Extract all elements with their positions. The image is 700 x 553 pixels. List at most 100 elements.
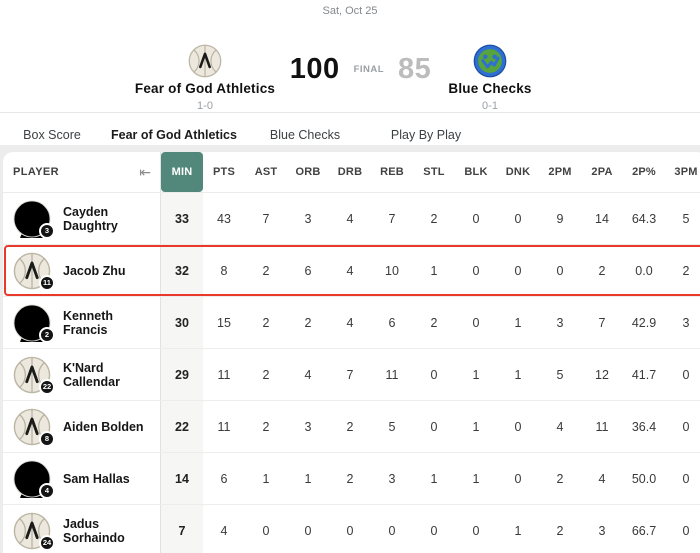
player-header-label: PLAYER [13, 166, 60, 178]
stat-cell: 6 [388, 315, 396, 330]
stat-cell: 2 [682, 263, 690, 278]
player-name[interactable]: Jadus Sorhaindo [63, 516, 125, 545]
blue-checks-logo-icon [473, 44, 507, 78]
column-header-blk[interactable]: BLK [464, 166, 488, 178]
stat-cell: 2 [262, 367, 270, 382]
stat-cell: 7 [388, 211, 396, 226]
tab-box-score[interactable]: Box Score [23, 128, 81, 142]
table-row-highlighted[interactable]: 11 Jacob Zhu 32 8 2 6 4 10 1 0 0 0 2 0.0… [3, 245, 700, 297]
stat-cell-min: 7 [161, 505, 203, 553]
stat-cell: 0 [682, 367, 690, 382]
player-avatar: 8 [13, 407, 55, 447]
stat-cell: 8 [220, 263, 228, 278]
stat-cell: 1 [472, 367, 480, 382]
stat-cell: 1 [472, 471, 480, 486]
stat-cell: 0 [430, 523, 438, 538]
stat-cell: 0 [556, 263, 564, 278]
column-header-pts[interactable]: PTS [213, 166, 235, 178]
stat-cell: 15 [217, 315, 231, 330]
player-name[interactable]: Aiden Bolden [63, 419, 144, 434]
player-avatar: 22 [13, 355, 55, 395]
player-avatar: 3 [13, 199, 55, 239]
table-row[interactable]: 3 Cayden Daughtry 33 43 7 3 4 7 2 0 0 9 … [3, 193, 700, 245]
game-status: FINAL [353, 64, 385, 75]
tab-blue-checks[interactable]: Blue Checks [269, 128, 341, 142]
stat-cell: 10 [385, 263, 399, 278]
team-home[interactable]: Fear of God Athletics 1-0 [105, 44, 305, 112]
stat-cell: 66.7 [631, 523, 657, 538]
jersey-number-badge: 11 [39, 274, 55, 291]
stat-cell: 0 [514, 263, 522, 278]
column-header-drb[interactable]: DRB [337, 166, 363, 178]
column-header-reb[interactable]: REB [380, 166, 404, 178]
stat-cell: 0 [472, 211, 480, 226]
column-header-orb[interactable]: ORB [295, 166, 321, 178]
stat-cell: 1 [514, 367, 522, 382]
column-header-2pm[interactable]: 2PM [548, 166, 572, 178]
table-row[interactable]: 2 Kenneth Francis 30 15 2 2 4 6 2 0 1 3 … [3, 297, 700, 349]
stat-cell-min: 32 [161, 245, 203, 296]
column-header-stl[interactable]: STL [423, 166, 445, 178]
player-name[interactable]: K'Nard Callendar [63, 360, 120, 389]
game-date: Sat, Oct 25 [322, 5, 378, 17]
stat-cell: 3 [682, 315, 690, 330]
collapse-column-icon[interactable]: ⇤ [139, 164, 151, 180]
player-name[interactable]: Jacob Zhu [63, 263, 126, 278]
player-name[interactable]: Cayden Daughtry [63, 204, 118, 233]
stat-cell: 43 [217, 211, 231, 226]
table-row[interactable]: 22 K'Nard Callendar 29 11 2 4 7 11 0 1 1… [3, 349, 700, 401]
player-cell: 2 Kenneth Francis [3, 297, 161, 348]
stat-cell: 6 [304, 263, 312, 278]
stat-cell: 0 [682, 471, 690, 486]
stat-cell: 14 [595, 211, 609, 226]
box-score-table: PLAYER ⇤ MIN PTS AST ORB DRB REB STL BLK… [3, 152, 700, 553]
table-row[interactable]: 24 Jadus Sorhaindo 7 4 0 0 0 0 0 0 1 2 3… [3, 505, 700, 553]
jersey-number-badge: 3 [39, 222, 55, 239]
team-away[interactable]: Blue Checks 0-1 [400, 44, 580, 112]
jersey-number-badge: 22 [39, 378, 55, 395]
player-name[interactable]: Kenneth Francis [63, 308, 113, 337]
stat-cell: 3 [304, 211, 312, 226]
player-cell: 8 Aiden Bolden [3, 401, 161, 452]
player-cell: 3 Cayden Daughtry [3, 193, 161, 244]
stat-cell-min: 29 [161, 349, 203, 400]
content-area: PLAYER ⇤ MIN PTS AST ORB DRB REB STL BLK… [0, 145, 700, 553]
player-avatar: 24 [13, 511, 55, 551]
stat-cell: 2 [262, 315, 270, 330]
player-avatar: 11 [13, 251, 55, 291]
column-header-2ppct[interactable]: 2P% [632, 166, 656, 178]
home-score: 100 [289, 53, 340, 85]
stat-cell: 4 [346, 315, 354, 330]
player-name[interactable]: Sam Hallas [63, 471, 130, 486]
stat-cell: 1 [514, 315, 522, 330]
table-row[interactable]: 4 Sam Hallas 14 6 1 1 2 3 1 1 0 2 4 50.0… [3, 453, 700, 505]
column-header-2pa[interactable]: 2PA [591, 166, 613, 178]
player-cell: 4 Sam Hallas [3, 453, 161, 504]
stat-cell: 7 [346, 367, 354, 382]
stat-cell: 5 [682, 211, 690, 226]
stat-cell: 36.4 [631, 419, 657, 434]
jersey-number-badge: 8 [39, 430, 55, 447]
stat-cell: 1 [430, 263, 438, 278]
stat-cell: 1 [472, 419, 480, 434]
stat-cell: 7 [262, 211, 270, 226]
tab-play-by-play[interactable]: Play By Play [390, 128, 462, 142]
player-cell: 22 K'Nard Callendar [3, 349, 161, 400]
column-header-dnk[interactable]: DNK [505, 166, 531, 178]
stat-cell: 11 [217, 367, 231, 382]
stat-cell: 2 [346, 419, 354, 434]
jersey-number-badge: 4 [39, 482, 55, 499]
column-header-ast[interactable]: AST [254, 166, 278, 178]
column-header-3pm[interactable]: 3PM [674, 166, 698, 178]
table-row[interactable]: 8 Aiden Bolden 22 11 2 3 2 5 0 1 0 4 11 … [3, 401, 700, 453]
stat-cell: 3 [304, 419, 312, 434]
player-avatar: 2 [13, 303, 55, 343]
stat-cell: 0 [514, 419, 522, 434]
column-header-min[interactable]: MIN [161, 152, 203, 192]
stat-cell: 4 [304, 367, 312, 382]
jersey-number-badge: 24 [39, 534, 55, 551]
score-block: 100 FINAL 85 [288, 53, 433, 86]
stat-cell: 3 [556, 315, 564, 330]
stat-cell: 0.0 [635, 263, 653, 278]
stat-cell: 0 [472, 315, 480, 330]
